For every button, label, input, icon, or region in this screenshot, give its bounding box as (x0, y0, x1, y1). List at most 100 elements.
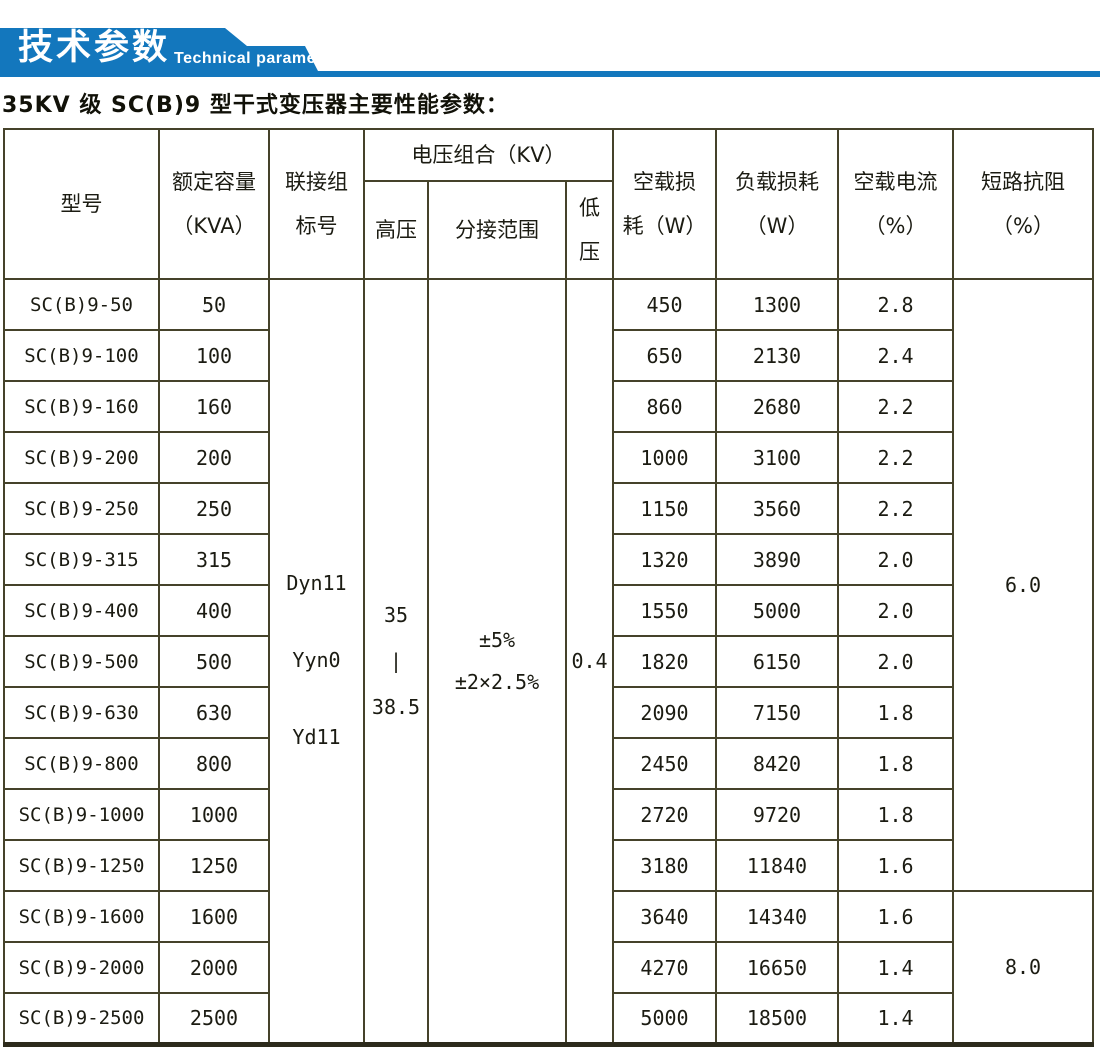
table-row: SC(B)9-160 160 860 2680 2.2 (3, 380, 1093, 433)
cell-no-load-current: 1.6 (837, 839, 954, 892)
col-header-tap-range: 分接范围 (427, 180, 567, 280)
cell-no-load-loss: 1820 (612, 635, 717, 688)
cell-load-loss: 6150 (715, 635, 839, 688)
technical-parameter-banner: 技术参数 Technical parameter (0, 0, 1100, 80)
table-header: 型号 额定容量 （KVA） 联接组 标号 电压组合（KV） 空载损 耗（W） 负… (3, 128, 1094, 280)
col-header-no-load-loss: 空载损 耗（W） (612, 128, 717, 280)
col-header-no-load-current: 空载电流 （%） (837, 128, 954, 280)
cell-model: SC(B)9-160 (3, 380, 160, 433)
col-header-load-loss: 负载损耗 （W） (715, 128, 839, 280)
col-header-high-voltage: 高压 (363, 180, 429, 280)
table-row: SC(B)9-1600 1600 3640 14340 1.6 8.0 (3, 890, 1094, 1045)
page-title: 35KV 级 SC(B)9 型干式变压器主要性能参数： (2, 93, 509, 118)
cell-model: SC(B)9-1000 (3, 788, 160, 841)
cell-load-loss: 1300 (715, 278, 839, 331)
table-row: SC(B)9-200 200 1000 3100 2.2 (3, 431, 1093, 484)
cell-no-load-loss: 1150 (612, 482, 717, 535)
col-header-short-circuit-impedance: 短路抗阻 （%） (952, 128, 1094, 280)
cell-no-load-loss: 2090 (612, 686, 717, 739)
cell-no-load-current: 2.2 (837, 380, 954, 433)
table-row: SC(B)9-630 630 2090 7150 1.8 (3, 686, 1093, 739)
cell-no-load-current: 2.8 (837, 278, 954, 331)
cell-no-load-loss: 2720 (612, 788, 717, 841)
cell-no-load-loss: 2450 (612, 737, 717, 790)
col-header-low-voltage: 低 压 (565, 180, 614, 280)
cell-no-load-loss: 860 (612, 380, 717, 433)
header-row-1: 型号 额定容量 （KVA） 联接组 标号 电压组合（KV） 空载损 耗（W） 负… (3, 128, 1094, 280)
table-row: SC(B)9-315 315 1320 3890 2.0 (3, 533, 1093, 586)
cell-short-circuit-impedance: 8.0 (952, 890, 1094, 1045)
cell-no-load-current: 2.2 (837, 482, 954, 535)
cell-rated-capacity: 200 (158, 431, 270, 484)
cell-no-load-loss: 3180 (612, 839, 717, 892)
cell-low-voltage: 0.4 (565, 278, 614, 1045)
cell-load-loss: 16650 (715, 941, 839, 994)
cell-model: SC(B)9-200 (3, 431, 160, 484)
cell-model: SC(B)9-50 (3, 278, 160, 331)
table-row: SC(B)9-500 500 1820 6150 2.0 (3, 635, 1093, 688)
cell-rated-capacity: 2500 (158, 992, 270, 1045)
cell-model: SC(B)9-500 (3, 635, 160, 688)
table-row: SC(B)9-1250 1250 3180 11840 1.6 (3, 839, 1093, 892)
table-row: SC(B)9-2500 2500 5000 18500 1.4 (3, 992, 1093, 1045)
cell-tap-range: ±5% ±2×2.5% (427, 278, 567, 1045)
cell-vector-group: Dyn11 Yyn0 Yd11 (268, 278, 365, 1045)
cell-rated-capacity: 630 (158, 686, 270, 739)
cell-load-loss: 14340 (715, 890, 839, 943)
cell-rated-capacity: 1000 (158, 788, 270, 841)
cell-no-load-current: 2.0 (837, 635, 954, 688)
cell-model: SC(B)9-2000 (3, 941, 160, 994)
cell-no-load-current: 2.2 (837, 431, 954, 484)
cell-model: SC(B)9-800 (3, 737, 160, 790)
banner-title-cn: 技术参数 (18, 28, 171, 68)
cell-rated-capacity: 2000 (158, 941, 270, 994)
cell-load-loss: 3890 (715, 533, 839, 586)
cell-rated-capacity: 315 (158, 533, 270, 586)
cell-load-loss: 3560 (715, 482, 839, 535)
transformer-parameters-table: 型号 额定容量 （KVA） 联接组 标号 电压组合（KV） 空载损 耗（W） 负… (3, 128, 1094, 1047)
cell-rated-capacity: 250 (158, 482, 270, 535)
col-header-vector-group: 联接组 标号 (268, 128, 365, 280)
cell-load-loss: 8420 (715, 737, 839, 790)
col-header-voltage-combination: 电压组合（KV） (363, 128, 614, 182)
cell-model: SC(B)9-315 (3, 533, 160, 586)
cell-rated-capacity: 160 (158, 380, 270, 433)
table-body: SC(B)9-50 50 Dyn11 Yyn0 Yd11 35 | 38.5 ±5% ±… (3, 278, 1094, 1045)
cell-no-load-current: 1.6 (837, 890, 954, 943)
cell-no-load-loss: 1550 (612, 584, 717, 637)
cell-no-load-loss: 4270 (612, 941, 717, 994)
banner-ribbon-shape (0, 28, 1100, 77)
cell-load-loss: 18500 (715, 992, 839, 1045)
cell-model: SC(B)9-1250 (3, 839, 160, 892)
table-row: SC(B)9-250 250 1150 3560 2.2 (3, 482, 1093, 535)
col-header-model: 型号 (3, 128, 160, 280)
cell-rated-capacity: 800 (158, 737, 270, 790)
cell-load-loss: 3100 (715, 431, 839, 484)
cell-no-load-current: 1.8 (837, 788, 954, 841)
cell-no-load-loss: 650 (612, 329, 717, 382)
cell-no-load-current: 1.4 (837, 992, 954, 1045)
cell-no-load-current: 1.8 (837, 686, 954, 739)
cell-high-voltage: 35 | 38.5 (363, 278, 429, 1045)
cell-short-circuit-impedance: 6.0 (952, 278, 1094, 892)
cell-load-loss: 7150 (715, 686, 839, 739)
cell-no-load-current: 2.0 (837, 584, 954, 637)
table-row: SC(B)9-50 50 Dyn11 Yyn0 Yd11 35 | 38.5 ±5% ±… (3, 278, 1094, 1045)
cell-no-load-loss: 5000 (612, 992, 717, 1045)
table-row: SC(B)9-2000 2000 4270 16650 1.4 (3, 941, 1093, 994)
cell-model: SC(B)9-1600 (3, 890, 160, 943)
cell-load-loss: 5000 (715, 584, 839, 637)
cell-rated-capacity: 50 (158, 278, 270, 331)
table-row: SC(B)9-800 800 2450 8420 1.8 (3, 737, 1093, 790)
cell-model: SC(B)9-2500 (3, 992, 160, 1045)
cell-model: SC(B)9-250 (3, 482, 160, 535)
cell-model: SC(B)9-100 (3, 329, 160, 382)
cell-no-load-loss: 1320 (612, 533, 717, 586)
table-row: SC(B)9-100 100 650 2130 2.4 (3, 329, 1093, 382)
cell-load-loss: 2130 (715, 329, 839, 382)
table-row: SC(B)9-400 400 1550 5000 2.0 (3, 584, 1093, 637)
cell-rated-capacity: 1600 (158, 890, 270, 943)
cell-rated-capacity: 1250 (158, 839, 270, 892)
cell-no-load-current: 2.0 (837, 533, 954, 586)
cell-no-load-loss: 450 (612, 278, 717, 331)
